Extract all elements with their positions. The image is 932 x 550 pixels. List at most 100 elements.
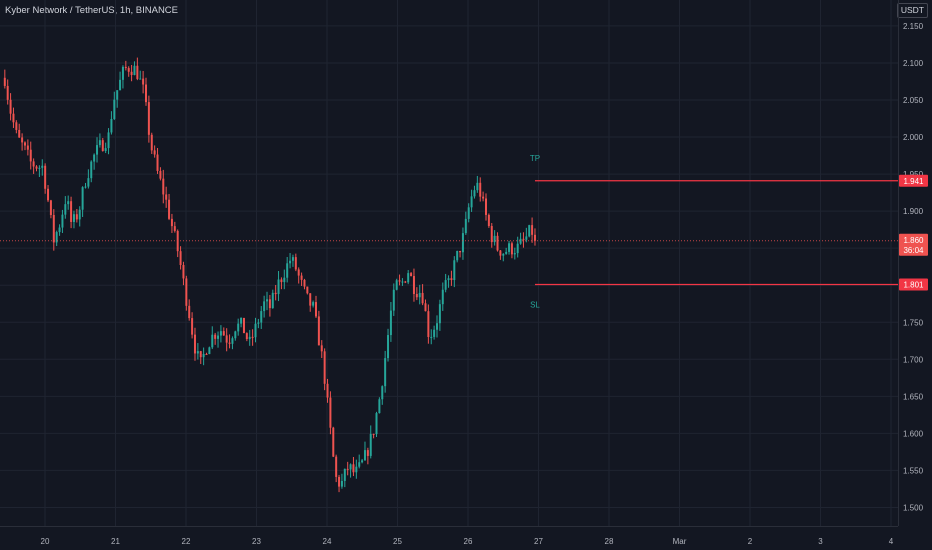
candle-body — [116, 90, 119, 100]
candle-body — [242, 317, 245, 334]
level-lines[interactable] — [0, 180, 898, 286]
candle-body — [21, 137, 24, 143]
candle-body — [52, 215, 55, 243]
candle-body — [35, 166, 38, 169]
candle-body — [326, 383, 329, 398]
candle-body — [159, 170, 162, 179]
candle-body — [516, 243, 519, 254]
candle-body — [493, 235, 496, 243]
candle-body — [228, 342, 231, 344]
candle-body — [366, 450, 369, 456]
price-axis[interactable]: 1.5001.5501.6001.6501.7001.7501.8001.850… — [903, 22, 924, 513]
current-price-label: 1.860 — [903, 236, 924, 245]
candle-body — [346, 468, 349, 470]
candle-body — [191, 318, 194, 335]
candle-body — [410, 273, 413, 277]
candle-body — [312, 302, 315, 306]
candle-body — [441, 289, 444, 305]
candle-body — [358, 462, 361, 467]
candle-body — [525, 236, 528, 240]
candle-body — [162, 178, 165, 195]
candle-body — [104, 148, 107, 151]
time-axis[interactable]: 20 21 22 23 24 25 26 27 28 Mar 2 3 4 — [41, 537, 894, 546]
candle-body — [93, 154, 96, 162]
candle-body — [513, 253, 516, 255]
candle-body — [70, 201, 73, 222]
candle-body — [121, 66, 124, 80]
candle-body — [335, 456, 338, 477]
candle-body — [9, 99, 12, 114]
annotations: TP SL — [530, 154, 541, 310]
candle-body — [340, 480, 343, 487]
candle-body — [487, 214, 490, 227]
currency-badge[interactable]: USDT — [896, 3, 928, 18]
symbol-title[interactable]: Kyber Network / TetherUS, 1h, BINANCE — [5, 5, 178, 16]
candle-body — [283, 277, 286, 283]
price-tick-label: 2.000 — [903, 133, 924, 142]
candle-body — [41, 165, 44, 168]
candle-body — [234, 331, 237, 339]
candle-body — [329, 397, 332, 428]
candle-body — [64, 204, 67, 215]
candle-body — [58, 227, 61, 233]
candle-body — [81, 187, 84, 210]
candle-body — [398, 280, 401, 282]
time-tick-label: 20 — [41, 537, 50, 546]
price-tick-label: 2.150 — [903, 22, 924, 31]
candle-body — [453, 260, 456, 281]
candle-body — [44, 165, 47, 189]
price-tick-label: 1.500 — [903, 503, 924, 512]
price-tick-label: 1.750 — [903, 318, 924, 327]
candle-body — [461, 233, 464, 253]
candle-body — [150, 134, 153, 151]
candle-body — [378, 399, 381, 414]
price-tick-label: 1.700 — [903, 355, 924, 364]
candle-body — [349, 464, 352, 470]
candle-body — [240, 317, 243, 324]
candle-body — [355, 466, 358, 473]
candle-body — [470, 196, 473, 208]
time-tick-label: 22 — [182, 537, 191, 546]
candle-body — [433, 329, 436, 337]
candle-body — [257, 322, 260, 324]
candle-body — [231, 338, 234, 344]
candle-body — [18, 129, 21, 138]
time-tick-label: 26 — [464, 537, 473, 546]
candle-body — [107, 132, 110, 149]
price-tick-label: 1.600 — [903, 429, 924, 438]
candle-body — [179, 251, 182, 265]
candle-body — [127, 68, 130, 72]
candle-body — [101, 140, 104, 151]
candle-body — [464, 218, 467, 234]
candle-body — [375, 413, 378, 435]
candle-body — [219, 331, 222, 336]
candle-body — [29, 149, 32, 162]
candle-body — [214, 334, 217, 339]
candle-body — [26, 145, 29, 150]
candle-body — [274, 292, 277, 295]
candle-body — [32, 161, 35, 167]
price-tick-label: 1.950 — [903, 170, 924, 179]
time-tick-label: 3 — [818, 537, 823, 546]
price-tick-label: 2.050 — [903, 96, 924, 105]
candle-body — [456, 251, 459, 261]
candle-body — [110, 119, 113, 133]
candle-body — [277, 279, 280, 295]
candle-body — [254, 323, 257, 338]
candle-body — [38, 167, 41, 169]
candle-body — [528, 225, 531, 237]
candle-body — [6, 85, 9, 100]
price-tick-label: 2.100 — [903, 59, 924, 68]
price-tag-tp — [899, 174, 928, 187]
candle-body — [263, 301, 266, 312]
candle-body — [424, 303, 427, 312]
candle-body — [473, 190, 476, 197]
candle-body — [286, 263, 289, 278]
candle-body — [343, 468, 346, 481]
candle-body — [205, 353, 208, 355]
price-tick-label: 1.650 — [903, 392, 924, 401]
candle-body — [479, 182, 482, 197]
candle-body — [168, 199, 171, 219]
candle-body — [320, 345, 323, 352]
